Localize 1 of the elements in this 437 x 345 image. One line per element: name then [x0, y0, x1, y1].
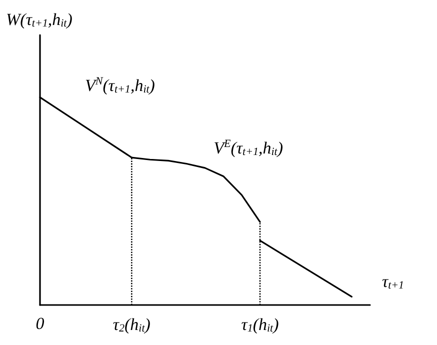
x-tick-label: 0	[36, 314, 45, 333]
